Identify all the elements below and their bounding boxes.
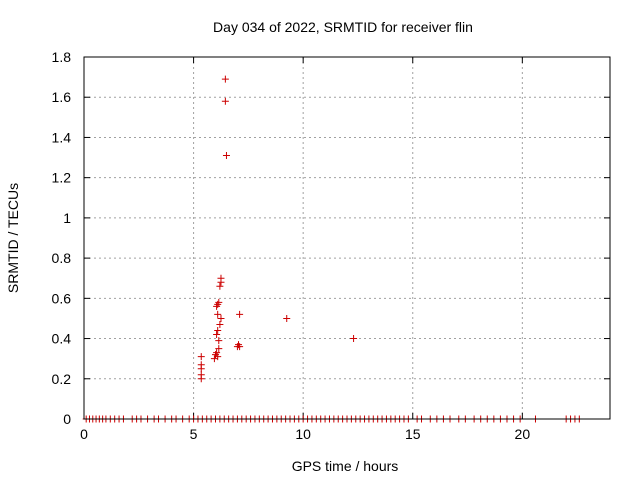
- data-point: [214, 327, 222, 335]
- data-point: [214, 310, 222, 318]
- y-tick-label: 0.6: [52, 290, 72, 306]
- x-tick-label: 5: [190, 426, 198, 442]
- data-point: [236, 343, 244, 351]
- data-point: [236, 310, 244, 318]
- y-tick-label: 0.4: [52, 331, 72, 347]
- data-point: [350, 335, 358, 343]
- y-tick-label: 0.2: [52, 371, 72, 387]
- data-point: [197, 353, 205, 361]
- y-tick-label: 0.8: [52, 250, 72, 266]
- x-tick-label: 20: [515, 426, 531, 442]
- data-point: [214, 353, 222, 361]
- data-point: [216, 282, 224, 290]
- data-point: [283, 314, 291, 322]
- axis-ticks: 0 0.2 0.4 0.6 0.8 1 1.2 1.4 1.6 1.8 0 5 10 15 20: [52, 49, 610, 442]
- x-tick-label: 10: [295, 426, 311, 442]
- y-tick-label: 1: [63, 210, 71, 226]
- plot-frame: [83, 56, 611, 420]
- y-tick-label: 1.4: [52, 129, 72, 145]
- grid: [84, 57, 610, 419]
- data-point: [216, 320, 224, 328]
- x-tick-label: 15: [405, 426, 421, 442]
- data-point: [221, 75, 229, 83]
- data-points: [82, 75, 583, 423]
- data-point: [221, 97, 229, 105]
- y-tick-label: 1.6: [52, 89, 72, 105]
- x-tick-label: 0: [80, 426, 88, 442]
- data-point: [222, 152, 230, 160]
- data-point: [197, 371, 205, 379]
- data-point: [213, 349, 221, 357]
- y-tick-label: 1.8: [52, 49, 72, 65]
- data-point: [215, 337, 223, 345]
- data-point: [197, 361, 205, 369]
- y-axis-label: SRMTID / TECUs: [5, 183, 21, 293]
- data-point: [215, 298, 223, 306]
- data-point: [217, 314, 225, 322]
- data-point: [213, 331, 221, 339]
- data-point: [217, 274, 225, 282]
- y-tick-label: 0: [63, 411, 71, 427]
- data-point: [215, 345, 223, 353]
- chart-title: Day 034 of 2022, SRMTID for receiver fli…: [213, 19, 473, 35]
- y-tick-label: 1.2: [52, 170, 72, 186]
- x-axis-label: GPS time / hours: [292, 458, 399, 474]
